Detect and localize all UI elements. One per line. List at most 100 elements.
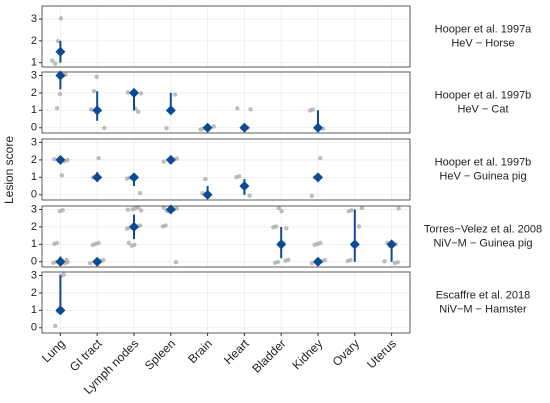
median-marker: [165, 105, 176, 116]
y-tick-label: 0: [31, 189, 37, 201]
data-point: [396, 206, 401, 211]
x-tick-label: Heart: [221, 336, 252, 367]
data-point: [173, 260, 179, 265]
y-tick-label: 3: [31, 136, 37, 148]
median-marker: [276, 239, 287, 250]
data-point: [65, 157, 70, 163]
data-point: [279, 208, 284, 214]
y-tick-label: 1: [31, 238, 37, 250]
facet-label: HeV − Guinea pig: [439, 170, 526, 182]
data-point: [163, 223, 168, 228]
data-point: [55, 38, 61, 44]
median-marker: [55, 256, 66, 267]
y-tick-label: 2: [31, 35, 37, 47]
data-point: [136, 109, 141, 114]
facet-label: NiV−M − Hamster: [439, 303, 527, 315]
data-point: [132, 242, 137, 248]
facet-label: Hooper et al. 1997b: [435, 156, 532, 168]
x-tick-label: Uterus: [364, 336, 399, 371]
data-point: [174, 206, 180, 211]
y-tick-label: 0: [31, 256, 37, 268]
data-point: [58, 16, 64, 21]
data-point: [138, 91, 144, 96]
data-point: [237, 174, 242, 179]
y-tick-label: 1: [31, 104, 37, 116]
median-marker: [92, 105, 103, 116]
data-point: [126, 240, 132, 245]
data-point: [349, 208, 354, 213]
y-tick-label: 0: [31, 122, 37, 134]
x-tick-label: Brain: [185, 336, 215, 366]
data-point: [52, 156, 57, 162]
median-marker: [165, 154, 176, 165]
data-point: [310, 107, 316, 112]
data-point: [102, 125, 107, 131]
panel-background: [42, 72, 410, 133]
data-point: [203, 176, 208, 182]
median-marker: [202, 122, 213, 133]
data-point: [318, 156, 323, 161]
panel-background: [42, 6, 410, 67]
facet-label: Hooper et al. 1997a: [435, 23, 533, 35]
data-point: [101, 257, 106, 263]
data-point: [174, 156, 180, 161]
data-point: [138, 208, 144, 213]
x-tick-label: Spleen: [142, 336, 178, 372]
panel-border: [41, 5, 411, 68]
median-marker: [55, 305, 66, 316]
y-tick-label: 2: [31, 87, 37, 99]
data-point: [88, 107, 94, 112]
data-point: [94, 74, 99, 80]
median-marker: [239, 122, 250, 133]
data-point: [348, 257, 353, 263]
panel-background: [42, 139, 410, 200]
median-marker: [386, 239, 397, 250]
facet-label: Torres−Velez et al. 2008: [424, 223, 542, 235]
data-point: [54, 240, 60, 246]
data-point: [125, 90, 131, 95]
x-tick-label: Bladder: [249, 336, 288, 375]
panel-border: [41, 71, 411, 134]
y-tick-label: 1: [31, 57, 37, 69]
median-marker: [55, 154, 66, 165]
facet-label: HeV − Cat: [457, 103, 508, 115]
median-marker: [55, 70, 66, 81]
y-tick-label: 3: [31, 203, 37, 215]
median-marker: [92, 256, 103, 267]
panel-background: [42, 272, 410, 333]
median-marker: [239, 181, 250, 192]
y-tick-label: 2: [31, 287, 37, 299]
x-tick-label: Kidney: [290, 336, 326, 372]
data-point: [235, 106, 240, 111]
data-point: [61, 272, 66, 277]
data-point: [91, 89, 97, 94]
y-tick-label: 3: [31, 13, 37, 25]
data-point: [248, 107, 253, 112]
data-point: [356, 224, 362, 229]
median-marker: [165, 204, 176, 215]
data-point: [322, 257, 328, 263]
data-point: [309, 193, 315, 199]
data-point: [53, 323, 58, 328]
facet-label: Hooper et al. 1997b: [435, 89, 532, 101]
median-marker: [129, 87, 139, 98]
data-point: [284, 226, 289, 231]
facet-label: HeV − Horse: [451, 37, 514, 49]
median-marker: [313, 256, 323, 267]
data-point: [211, 124, 216, 129]
median-marker: [92, 172, 103, 183]
data-point: [286, 257, 291, 262]
facet-label: Escaffre et al. 2018: [436, 289, 531, 301]
data-point: [161, 159, 166, 164]
data-point: [53, 61, 58, 66]
data-point: [137, 190, 143, 196]
panel-border: [41, 271, 411, 334]
median-marker: [55, 46, 66, 57]
data-point: [50, 58, 55, 63]
panel-border: [41, 138, 411, 201]
median-marker: [313, 122, 323, 133]
y-tick-label: 0: [31, 322, 37, 334]
data-point: [164, 126, 169, 131]
